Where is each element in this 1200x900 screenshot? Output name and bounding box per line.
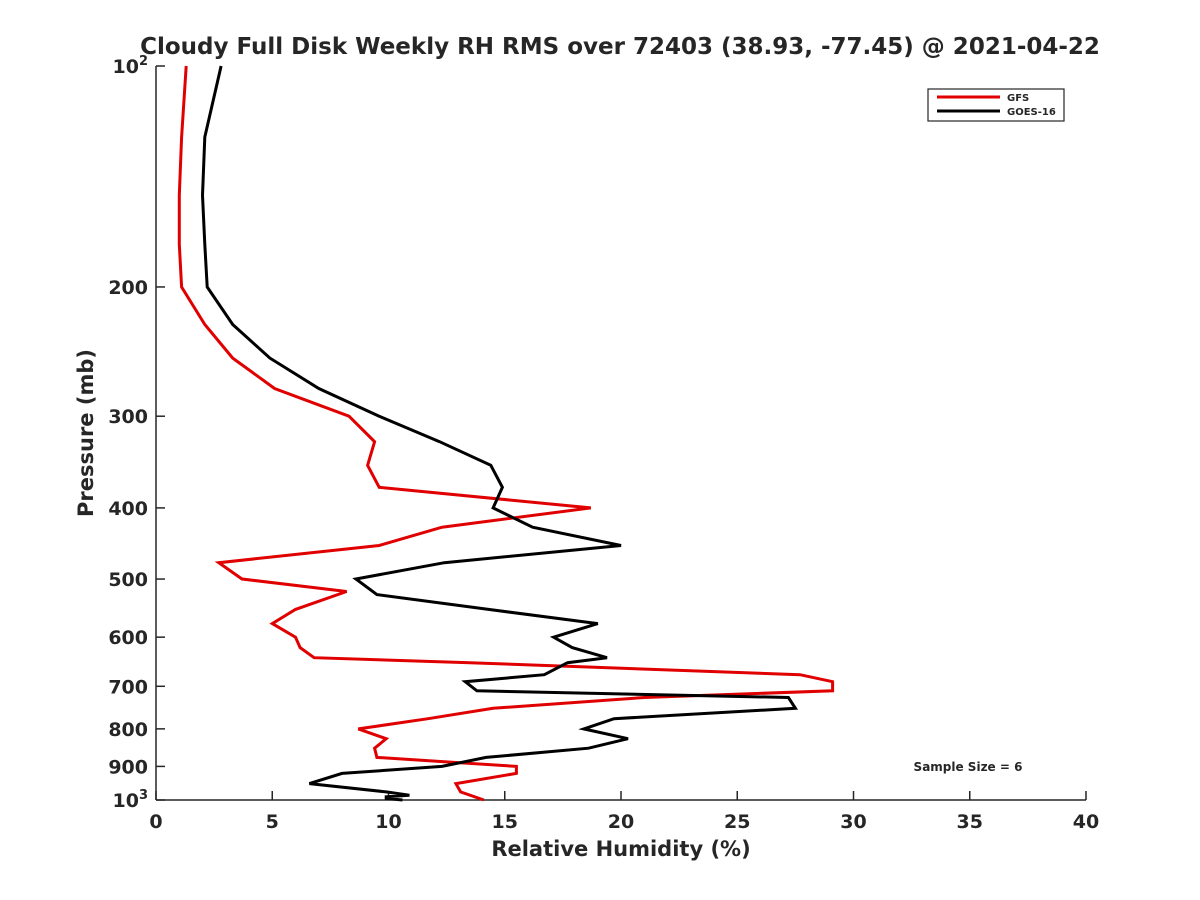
legend: GFS GOES-16 xyxy=(927,88,1065,122)
x-tick-label: 25 xyxy=(724,811,750,833)
series-line-gfs xyxy=(177,65,835,802)
chart-title: Cloudy Full Disk Weekly RH RMS over 7240… xyxy=(140,34,1100,60)
y-tick-label: 900 xyxy=(108,756,148,778)
y-tick-label: 103 xyxy=(113,788,149,812)
series-layer xyxy=(177,65,835,802)
x-axis-label: Relative Humidity (%) xyxy=(491,837,750,861)
series-line-goes-16 xyxy=(200,65,799,802)
y-tick-label: 400 xyxy=(108,498,148,520)
y-tick-label: 800 xyxy=(108,719,148,741)
x-tick-label: 5 xyxy=(266,811,279,833)
legend-label: GOES-16 xyxy=(1007,107,1056,118)
y-tick-label: 102 xyxy=(113,54,149,78)
x-tick-label: 30 xyxy=(840,811,866,833)
legend-label: GFS xyxy=(1007,93,1029,104)
plot-axes xyxy=(155,66,1086,801)
y-tick-label: 500 xyxy=(108,569,148,591)
x-tick-label: 15 xyxy=(492,811,518,833)
x-tick-label: 35 xyxy=(957,811,983,833)
y-axis-label: Pressure (mb) xyxy=(74,349,98,517)
sample-size-annotation: Sample Size = 6 xyxy=(914,760,1023,774)
x-ticks: 0 5 10 15 20 25 30 35 40 xyxy=(149,791,1099,833)
y-tick-label: 200 xyxy=(108,277,148,299)
x-tick-label: 10 xyxy=(375,811,401,833)
legend-box xyxy=(927,88,1065,122)
x-tick-label: 40 xyxy=(1073,811,1099,833)
y-tick-label: 300 xyxy=(108,406,148,428)
y-ticks: 102 200 300 400 500 600 700 800 900 103 xyxy=(108,54,165,812)
x-tick-label: 0 xyxy=(149,811,162,833)
y-tick-label: 600 xyxy=(108,627,148,649)
y-tick-label: 700 xyxy=(108,676,148,698)
x-tick-label: 20 xyxy=(608,811,634,833)
